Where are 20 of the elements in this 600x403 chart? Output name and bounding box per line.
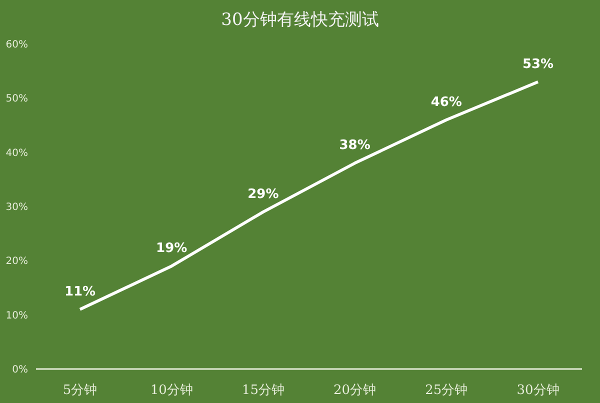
x-tick-label: 15分钟 <box>242 383 284 398</box>
data-label: 38% <box>339 138 370 154</box>
data-label: 53% <box>522 56 554 72</box>
y-tick-label: 60% <box>6 40 28 51</box>
y-tick-label: 40% <box>6 148 28 159</box>
y-tick-label: 10% <box>6 310 28 322</box>
chart-title: 30分钟有线快充测试 <box>220 9 380 31</box>
y-tick-label: 20% <box>6 256 28 268</box>
x-tick-label: 25分钟 <box>425 383 468 398</box>
data-label: 11% <box>64 284 96 300</box>
x-tick-label: 20分钟 <box>334 383 376 398</box>
y-tick-label: 0% <box>12 364 28 376</box>
y-tick-label: 50% <box>6 94 28 105</box>
data-label: 29% <box>248 186 279 202</box>
data-label: 46% <box>430 94 462 110</box>
x-tick-label: 30分钟 <box>516 383 560 398</box>
x-tick-label: 5分钟 <box>62 383 98 398</box>
x-tick-label: 10分钟 <box>150 383 193 398</box>
y-tick-label: 30% <box>6 202 28 214</box>
data-label: 19% <box>156 241 188 256</box>
